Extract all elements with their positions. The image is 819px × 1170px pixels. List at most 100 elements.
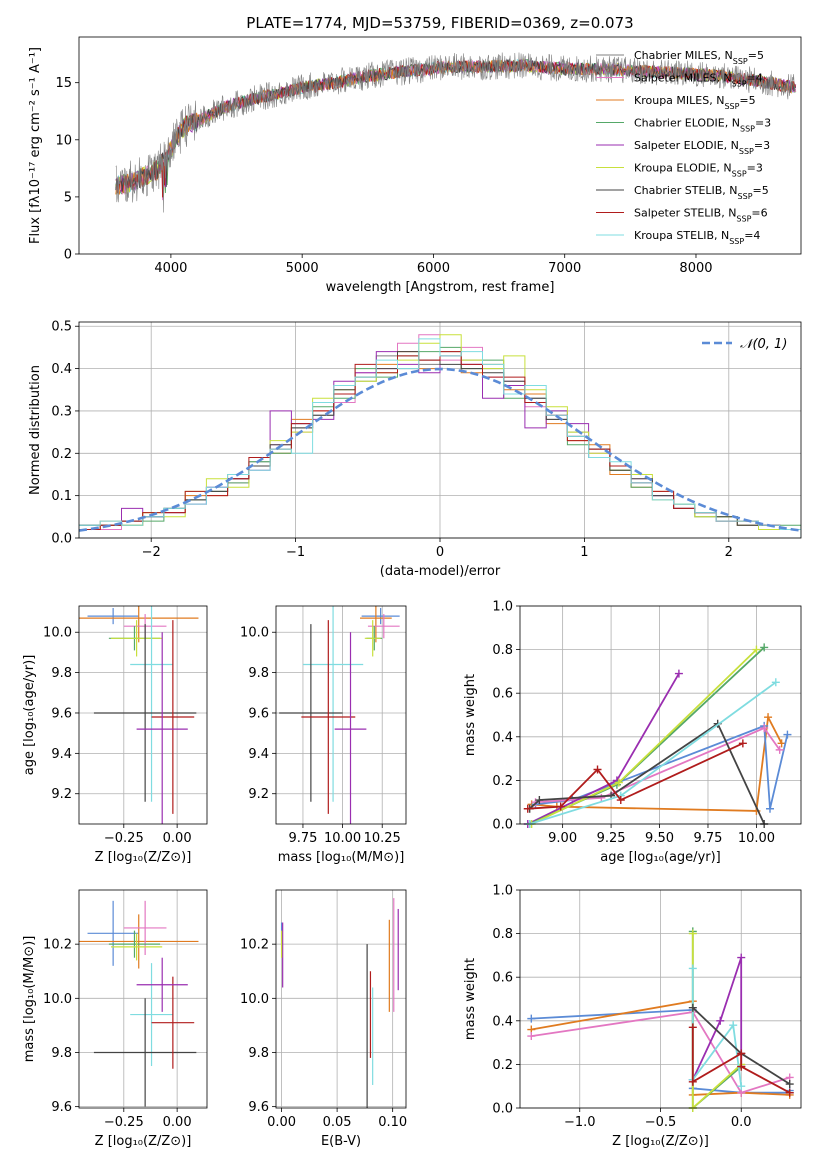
- y-tick-label: 0.6: [492, 971, 513, 986]
- x-tick-label: −0.25: [104, 831, 144, 846]
- data-point-marker: [783, 730, 792, 739]
- legend-entry: Chabrier MILES, NSSP=5: [634, 49, 764, 66]
- gaussian-curve: [79, 367, 801, 532]
- data-point-marker: [556, 802, 565, 811]
- data-point-marker: [614, 778, 623, 787]
- data-point-marker: [764, 713, 773, 722]
- y-tick-label: 9.6: [51, 706, 72, 721]
- panel-residuals: −2 −1 0 1 2 0.0 0.1 0.2 0.3 0.4 0.5 𝒩(0, 1) (data-mo…: [28, 320, 802, 579]
- data-point-marker: [771, 678, 780, 687]
- y-tick-label: 10.0: [240, 992, 269, 1007]
- x-tick-label: 9.50: [645, 831, 674, 846]
- data-point-marker: [523, 804, 532, 813]
- x-tick-label: −1.0: [564, 1115, 596, 1130]
- data-point-marker: [716, 1016, 725, 1025]
- errorbar-point: [93, 624, 197, 802]
- x-tick-label: 7000: [548, 261, 581, 276]
- data-point-marker: [760, 724, 769, 733]
- x-tick-label: 0: [436, 545, 444, 560]
- data-point-marker: [752, 645, 761, 654]
- data-point-marker: [688, 1023, 697, 1032]
- y-tick-label: 9.8: [51, 1046, 72, 1061]
- data-point-marker: [527, 1032, 536, 1041]
- spectrum-series-0: [115, 52, 796, 213]
- y-tick-label: 0.1: [51, 489, 72, 504]
- x-tick-label: 2: [725, 545, 733, 560]
- y-tick-label: 0.4: [51, 362, 72, 377]
- data-point-marker: [688, 929, 697, 938]
- errorbar-point: [151, 976, 195, 1069]
- weight-series-4: [529, 646, 765, 824]
- y-tick-label: 10.0: [43, 992, 72, 1007]
- legend-entry: Salpeter MILES, NSSP=4: [634, 72, 763, 89]
- x-axis-label: Z [log₁₀(Z/Z⊙)]: [95, 1134, 192, 1149]
- x-axis-label: Z [log₁₀(Z/Z⊙)]: [612, 1134, 709, 1149]
- y-tick-label: 10: [55, 133, 72, 148]
- data-point-marker: [737, 1062, 746, 1071]
- errorbar-point: [130, 963, 173, 1067]
- y-tick-label: 9.8: [51, 666, 72, 681]
- y-tick-label: 10.0: [240, 626, 269, 641]
- y-tick-label: 9.2: [248, 787, 269, 802]
- plot-frame: [275, 889, 407, 1109]
- y-axis-label: mass [log₁₀(M/M⊙)]: [22, 936, 37, 1063]
- data-point-marker: [737, 953, 746, 962]
- errorbar-point: [87, 900, 139, 966]
- data-point-marker: [737, 1082, 746, 1091]
- errorbar-point: [360, 606, 392, 643]
- y-tick-label: 0.2: [492, 774, 513, 789]
- errorbar-point: [301, 620, 356, 814]
- y-tick-label: 0.2: [51, 447, 72, 462]
- x-tick-label: 5000: [286, 261, 319, 276]
- data-point-marker: [688, 964, 697, 973]
- errorbar-point: [361, 608, 400, 625]
- chart-title: PLATE=1774, MJD=53759, FIBERID=0369, z=0…: [246, 14, 633, 32]
- legend-entry: Kroupa MILES, NSSP=5: [634, 94, 756, 111]
- plot-frame: [519, 605, 802, 825]
- legend-entry: Chabrier STELIB, NSSP=5: [634, 184, 769, 201]
- y-tick-label: 0.2: [492, 1058, 513, 1073]
- x-axis-label: age [log₁₀(age/yr)]: [600, 850, 721, 865]
- x-axis-label: Z [log₁₀(Z/Z⊙)]: [95, 850, 192, 865]
- y-tick-label: 9.4: [248, 747, 269, 762]
- data-point-marker: [674, 669, 683, 678]
- errorbar-point: [79, 914, 199, 969]
- panel-mass_vs_EBV: 0.00 0.05 0.10 9.6 9.8 10.0 10.2 E(B-V): [240, 889, 407, 1149]
- y-tick-label: 0.0: [492, 818, 513, 833]
- data-point-marker: [535, 796, 544, 805]
- plot-frame: [78, 605, 208, 825]
- errorbar-point: [136, 632, 188, 824]
- y-tick-label: 9.6: [248, 1100, 269, 1115]
- x-axis-label: mass [log₁₀(M/M⊙)]: [278, 850, 405, 865]
- errorbar-point: [151, 620, 195, 814]
- errorbar-point: [123, 900, 167, 955]
- panel-mass_vs_Z: −0.25 0.00 9.6 9.8 10.0 10.2 Z [log₁₀(Z/Z⊙)] ma…: [22, 889, 208, 1149]
- legend-entry: 𝒩(0, 1): [740, 337, 787, 352]
- x-axis-label: wavelength [Angstrom, rest frame]: [326, 280, 555, 295]
- plot-frame: [78, 321, 802, 539]
- y-tick-label: 9.8: [248, 1046, 269, 1061]
- y-tick-label: 9.8: [248, 666, 269, 681]
- x-tick-label: 10.25: [364, 831, 401, 846]
- data-point-marker: [597, 793, 606, 802]
- y-tick-label: 1.0: [492, 884, 513, 899]
- y-tick-label: 9.4: [51, 747, 72, 762]
- y-tick-label: 0.8: [492, 643, 513, 658]
- panel-age_vs_Z: −0.25 0.00 9.2 9.4 9.6 9.8 10.0 Z [log₁₀(Z/Z⊙)]…: [22, 605, 208, 865]
- data-point-marker: [760, 643, 769, 652]
- histogram-series-8: [79, 338, 801, 538]
- y-tick-label: 5: [64, 190, 72, 205]
- data-point-marker: [738, 739, 747, 748]
- plot-frame: [275, 605, 407, 825]
- y-tick-label: 0.8: [492, 927, 513, 942]
- y-tick-label: 0.0: [492, 1102, 513, 1117]
- x-tick-label: 10.00: [738, 831, 775, 846]
- errorbar-point: [130, 606, 173, 802]
- errorbar-point: [79, 606, 199, 643]
- data-point-marker: [729, 1021, 738, 1030]
- x-tick-label: −1: [286, 545, 305, 560]
- errorbar-point: [302, 606, 364, 802]
- legend-entry: Chabrier ELODIE, NSSP=3: [634, 117, 771, 134]
- weight-series-1: [535, 724, 789, 809]
